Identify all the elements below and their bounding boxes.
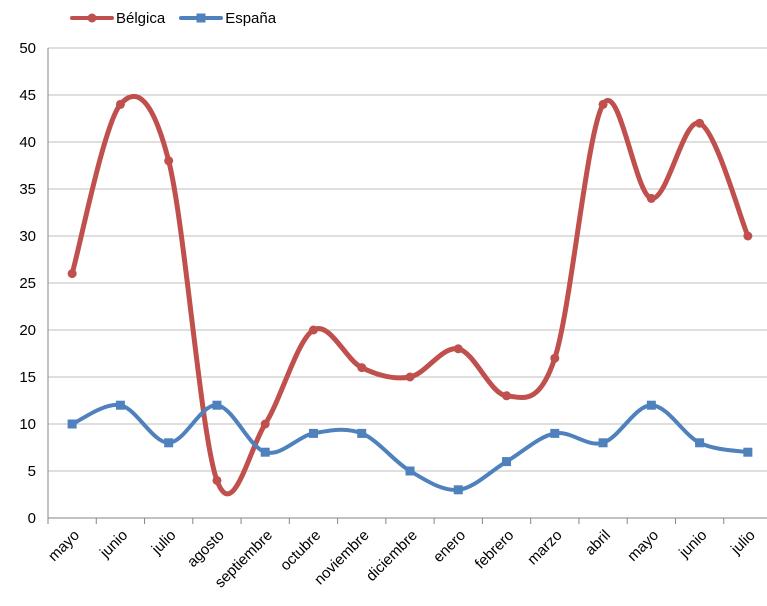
y-tick-label: 10 [19, 416, 36, 433]
data-point [550, 353, 560, 363]
data-point [308, 325, 318, 335]
legend-label-belgica: Bélgica [116, 9, 166, 27]
y-tick-label: 30 [19, 228, 36, 245]
data-point [405, 372, 415, 382]
x-tick-label: enero [430, 527, 469, 566]
data-point [260, 447, 270, 457]
data-point [212, 400, 222, 410]
y-tick-label: 45 [19, 87, 36, 104]
data-point [405, 466, 415, 476]
data-point [502, 391, 512, 401]
y-tick-label: 5 [28, 463, 36, 480]
data-point [646, 400, 656, 410]
data-point [598, 99, 608, 109]
x-tick-label: junio [96, 527, 131, 562]
x-tick-label: julio [727, 527, 759, 559]
x-tick-label: abril [582, 527, 614, 559]
x-tick-label: junio [675, 527, 710, 562]
series-group [67, 93, 753, 497]
x-tick-label: diciembre [363, 527, 421, 585]
y-tick-label: 15 [19, 369, 36, 386]
x-tick-label: mayo [45, 527, 83, 565]
data-point [743, 447, 753, 457]
data-point [115, 99, 125, 109]
legend-item-espana: España [179, 8, 276, 28]
y-tick-label: 25 [19, 275, 36, 292]
legend-label-espana: España [225, 9, 277, 27]
y-tick-label: 50 [19, 40, 36, 57]
series-line-0 [69, 93, 751, 497]
y-tick-label: 40 [19, 134, 36, 151]
x-tick-label: marzo [524, 527, 565, 568]
y-tick-label: 35 [19, 181, 36, 198]
data-point [695, 118, 705, 128]
legend: Bélgica España [70, 8, 290, 28]
legend-item-belgica: Bélgica [70, 8, 165, 28]
axes [47, 48, 767, 524]
y-tick-label: 20 [19, 322, 36, 339]
data-point [646, 193, 656, 203]
data-point [550, 428, 560, 438]
legend-marker-belgica [70, 13, 114, 23]
data-point [164, 438, 174, 448]
data-point [308, 428, 318, 438]
data-point [357, 428, 367, 438]
data-point [453, 344, 463, 354]
data-point [164, 156, 174, 166]
data-point [357, 363, 367, 373]
data-point [212, 475, 222, 485]
data-point [743, 231, 753, 241]
data-point [115, 400, 125, 410]
x-tick-label: febrero [472, 527, 518, 573]
x-tick-label: agosto [184, 527, 228, 571]
y-tick-label: 0 [28, 510, 36, 527]
x-tick-label: julio [148, 527, 180, 559]
data-point [695, 438, 705, 448]
data-point [453, 485, 463, 495]
series-line-1 [70, 402, 750, 492]
legend-marker-espana [179, 13, 224, 23]
x-tick-label: octubre [277, 527, 324, 574]
data-point [67, 419, 77, 429]
data-point [67, 269, 77, 279]
data-point [260, 419, 270, 429]
data-point [502, 457, 512, 467]
y-axis-ticks: 0 5 10 15 20 25 30 35 40 45 50 [19, 40, 36, 527]
data-point [598, 438, 608, 448]
x-tick-label: mayo [624, 527, 662, 565]
